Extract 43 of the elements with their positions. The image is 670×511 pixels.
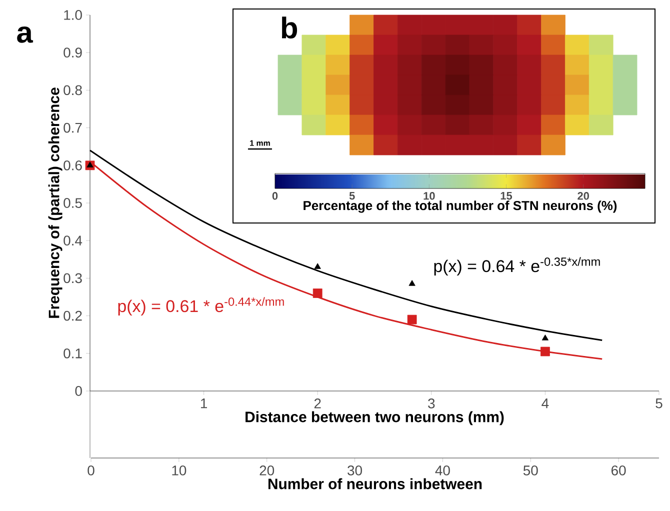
x2-axis-title: Number of neurons inbetween — [268, 478, 482, 490]
y-tick-label: 0.1 — [64, 348, 82, 358]
color-bar-label: 15 — [500, 192, 512, 200]
point — [314, 263, 321, 269]
x2-tick-label: 30 — [348, 466, 362, 476]
color-bar-label: 10 — [424, 192, 435, 200]
y-tick-label: 0.7 — [64, 122, 82, 133]
y-tick-label: 0.8 — [64, 85, 82, 96]
x-tick-label: 4 — [542, 398, 549, 408]
point — [540, 346, 550, 356]
annotation: p(x) = 0.61 * e$^{-0.44*x/mm}$ — [118, 297, 284, 316]
x-tick-label: 5 — [656, 398, 662, 408]
y-tick-label: 0.3 — [64, 273, 82, 284]
color-bar-title: Percentage of the total number of STN neurons (%) — [304, 200, 617, 213]
x-tick-label: 2 — [314, 398, 321, 408]
chart-title: b — [282, 16, 298, 39]
color-bar-label: 5 — [349, 192, 355, 200]
chart-title: a — [17, 26, 34, 43]
x-axis-title: Distance between two neurons (mm) — [246, 411, 504, 426]
x2-tick-label: 20 — [260, 466, 274, 476]
point — [407, 314, 417, 324]
y-tick-label: 0.5 — [64, 198, 82, 208]
annotation: p(x) = 0.64 * e$^{-0.35*x/mm}$ — [434, 257, 600, 276]
color-bar-label: 20 — [578, 192, 589, 200]
y-axis-title: Frequency of (partial) coherence — [48, 88, 62, 318]
x2-tick-label: 50 — [523, 466, 538, 476]
point — [408, 280, 416, 286]
x-tick-label: 3 — [428, 398, 435, 408]
x2-tick-label: 60 — [612, 466, 626, 476]
color-bar-label: 0 — [272, 192, 278, 200]
y-tick-label: 0.6 — [64, 160, 82, 170]
x2-tick-label: 40 — [435, 466, 450, 476]
y-tick-label: 0.9 — [64, 48, 82, 58]
x2-tick-label: 0 — [88, 466, 94, 476]
point — [542, 334, 549, 340]
point — [86, 162, 94, 168]
y-tick-label: 1.0 — [64, 10, 82, 20]
y-tick-label: 0 — [75, 386, 82, 396]
y-tick-label: 0.2 — [64, 310, 82, 321]
x2-tick-label: 10 — [172, 466, 186, 476]
point — [312, 288, 322, 298]
y-tick-label: 0.4 — [64, 236, 82, 246]
x-tick-label: 1 — [200, 398, 207, 408]
